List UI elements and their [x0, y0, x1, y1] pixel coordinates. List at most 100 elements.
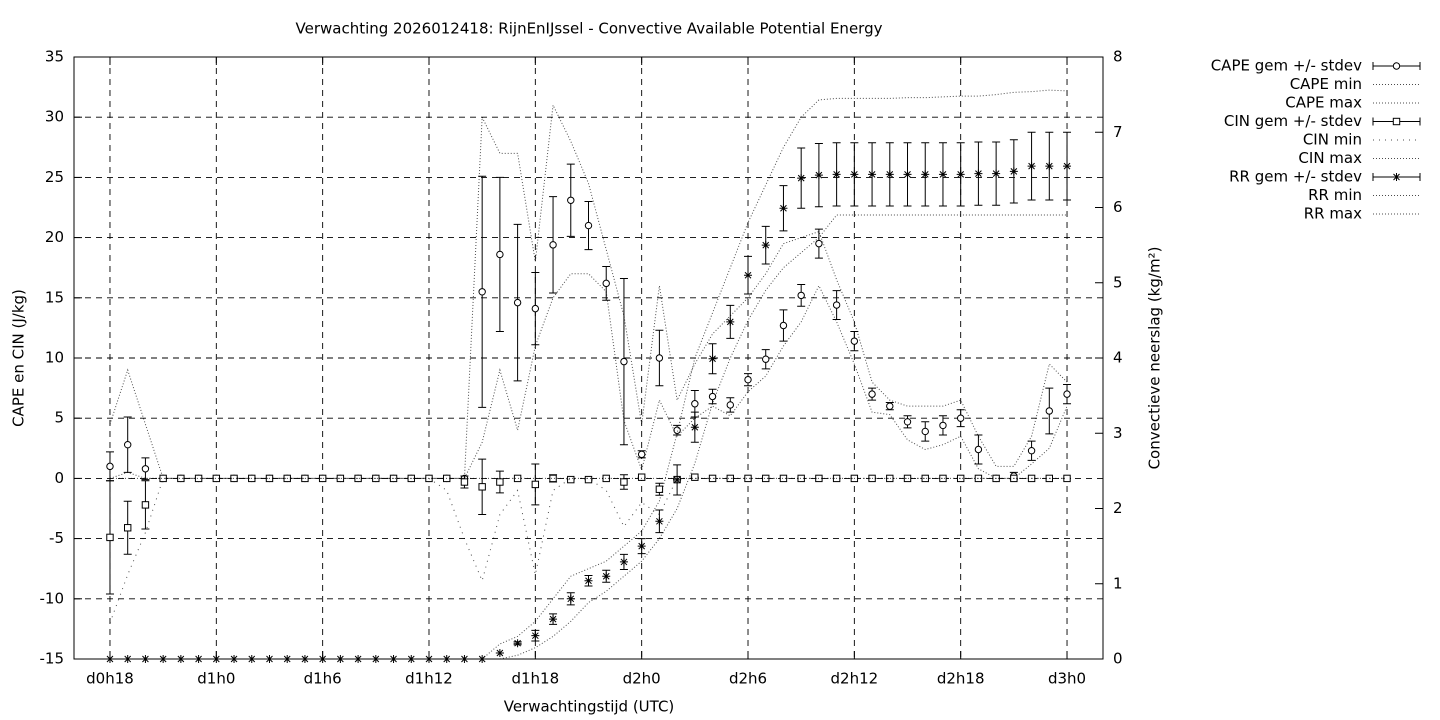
marker-square: [124, 524, 132, 532]
marker-square: [655, 485, 664, 493]
y2-tick-label: 6: [1113, 198, 1123, 216]
marker-asterisk: [424, 655, 433, 663]
marker-asterisk: [1063, 162, 1072, 171]
range-line: [109, 103, 1068, 479]
marker-asterisk: [584, 576, 593, 585]
x-tick-label: d1h18: [511, 670, 559, 688]
marker-circle: [1045, 407, 1053, 415]
y2-tick-label: 8: [1113, 48, 1123, 66]
marker-asterisk: [194, 655, 203, 663]
marker-asterisk: [992, 169, 1001, 178]
marker-circle: [637, 450, 646, 459]
marker-square: [744, 474, 752, 483]
y-tick-label: 15: [45, 288, 64, 306]
marker-circle: [850, 337, 859, 345]
marker-asterisk: [1027, 162, 1036, 171]
marker-asterisk: [708, 354, 717, 363]
y2-tick-label: 2: [1113, 499, 1123, 517]
y-tick-label: -15: [40, 650, 65, 668]
marker-circle: [708, 392, 717, 401]
marker-asterisk: [300, 655, 309, 663]
marker-asterisk: [637, 542, 646, 551]
x-tick-label: d1h0: [197, 670, 235, 688]
y2-tick-label: 7: [1113, 123, 1123, 141]
y2-tick-label: 1: [1113, 574, 1123, 592]
marker-circle: [602, 279, 610, 288]
marker-asterisk: [513, 639, 522, 648]
x-tick-label: d1h12: [405, 670, 453, 688]
marker-circle: [762, 355, 770, 363]
marker-square: [141, 501, 150, 509]
y2-tick-label: 4: [1113, 349, 1123, 367]
marker-circle: [1063, 390, 1071, 398]
marker-asterisk: [318, 655, 327, 663]
marker-square: [691, 473, 699, 481]
marker-asterisk: [602, 572, 611, 581]
marker-asterisk: [176, 655, 185, 663]
marker-circle: [620, 357, 628, 366]
x-tick-label: d2h0: [623, 670, 661, 688]
marker-asterisk: [744, 271, 753, 280]
marker-asterisk: [549, 615, 558, 624]
marker-circle: [141, 465, 150, 473]
marker-square: [106, 533, 114, 542]
marker-circle: [903, 418, 912, 426]
marker-square: [620, 478, 628, 486]
marker-square: [549, 474, 557, 483]
marker-circle: [886, 402, 894, 410]
legend-label: CIN max: [1298, 149, 1362, 167]
marker-asterisk: [407, 655, 416, 663]
legend-label: CAPE min: [1290, 75, 1362, 93]
legend-label: RR max: [1304, 205, 1362, 223]
marker-circle: [921, 427, 929, 436]
marker-asterisk: [938, 170, 947, 179]
marker-asterisk: [212, 655, 221, 663]
marker-asterisk: [814, 171, 823, 180]
legend-marker: [1392, 173, 1401, 181]
marker-square: [602, 474, 610, 483]
legend-marker: [1392, 117, 1401, 126]
x-tick-label: d2h6: [729, 670, 767, 688]
marker-square: [531, 480, 540, 489]
marker-circle: [868, 390, 876, 398]
marker-asterisk: [1045, 162, 1054, 171]
marker-circle: [478, 288, 486, 296]
marker-asterisk: [531, 631, 540, 640]
marker-square: [159, 474, 167, 483]
marker-asterisk: [354, 655, 363, 663]
marker-asterisk: [974, 169, 983, 178]
marker-asterisk: [566, 594, 575, 603]
marker-asterisk: [230, 655, 239, 663]
marker-circle: [584, 221, 593, 230]
marker-asterisk: [495, 648, 504, 657]
marker-circle: [779, 321, 788, 330]
marker-circle: [549, 241, 557, 249]
marker-square: [513, 474, 522, 483]
marker-circle: [106, 462, 114, 471]
marker-circle: [496, 250, 504, 259]
x-axis-label: Verwachtingstijd (UTC): [504, 698, 675, 716]
marker-circle: [673, 426, 681, 434]
x-tick-label: d2h12: [831, 670, 879, 688]
legend-marker: [1392, 62, 1401, 70]
chart-title: Verwachting 2026012418: RijnEnIJssel - C…: [296, 20, 883, 38]
marker-asterisk: [389, 655, 398, 663]
marker-circle: [1027, 447, 1036, 455]
marker-circle: [832, 301, 841, 309]
marker-square: [584, 475, 593, 484]
legend-label: CAPE gem +/- stdev: [1211, 57, 1362, 75]
marker-circle: [974, 445, 983, 454]
range-line: [109, 477, 1068, 624]
legend-label: CAPE max: [1285, 94, 1362, 112]
marker-square: [903, 474, 912, 483]
marker-square: [336, 474, 345, 483]
marker-square: [318, 474, 327, 483]
x-tick-label: d1h6: [304, 670, 342, 688]
marker-circle: [513, 298, 522, 307]
marker-asterisk: [690, 423, 699, 432]
legend-label: CIN gem +/- stdev: [1224, 112, 1362, 130]
y-tick-label: -10: [40, 589, 65, 607]
marker-asterisk: [885, 170, 894, 179]
y2-axis-label: Convectieve neerslag (kg/m²): [1146, 247, 1164, 470]
legend-label: CIN min: [1303, 131, 1362, 149]
